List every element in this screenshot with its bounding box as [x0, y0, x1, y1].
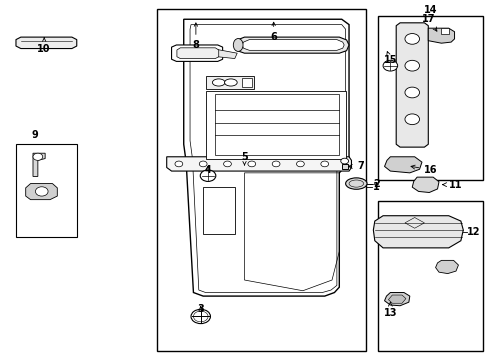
Ellipse shape — [191, 309, 210, 324]
Polygon shape — [411, 177, 438, 193]
Text: 1: 1 — [372, 182, 379, 192]
Polygon shape — [395, 23, 427, 147]
Text: 17: 17 — [421, 14, 436, 31]
Ellipse shape — [35, 187, 48, 196]
Polygon shape — [242, 40, 344, 50]
Text: 16: 16 — [410, 165, 437, 175]
Text: 7: 7 — [347, 161, 363, 171]
Polygon shape — [16, 144, 77, 237]
Ellipse shape — [404, 60, 419, 71]
Ellipse shape — [320, 161, 328, 167]
Polygon shape — [177, 48, 218, 59]
Polygon shape — [166, 157, 351, 171]
Polygon shape — [427, 28, 454, 43]
Polygon shape — [242, 78, 251, 87]
Polygon shape — [384, 157, 421, 173]
Ellipse shape — [33, 153, 42, 160]
Polygon shape — [234, 37, 348, 53]
Ellipse shape — [224, 79, 237, 86]
Polygon shape — [372, 216, 462, 248]
Polygon shape — [384, 293, 409, 306]
Text: 15: 15 — [383, 51, 396, 65]
Text: 3: 3 — [197, 304, 203, 314]
Ellipse shape — [199, 161, 206, 167]
Text: 14: 14 — [423, 5, 437, 15]
Ellipse shape — [340, 158, 348, 164]
Ellipse shape — [223, 161, 231, 167]
Ellipse shape — [345, 178, 366, 189]
Ellipse shape — [212, 79, 224, 86]
Polygon shape — [26, 184, 57, 200]
Polygon shape — [205, 91, 345, 158]
Text: 6: 6 — [270, 22, 277, 42]
Polygon shape — [377, 16, 482, 180]
Text: 12: 12 — [466, 227, 480, 237]
Text: 4: 4 — [204, 165, 211, 175]
Ellipse shape — [272, 161, 280, 167]
Polygon shape — [387, 295, 405, 303]
Ellipse shape — [200, 170, 215, 181]
Ellipse shape — [382, 60, 397, 71]
Polygon shape — [157, 9, 366, 351]
Polygon shape — [171, 45, 222, 62]
Text: 8: 8 — [192, 23, 199, 50]
Ellipse shape — [404, 87, 419, 98]
Ellipse shape — [296, 161, 304, 167]
Polygon shape — [203, 187, 234, 234]
Text: 11: 11 — [442, 180, 461, 190]
Text: 9: 9 — [31, 130, 38, 140]
Ellipse shape — [404, 114, 419, 125]
Polygon shape — [441, 28, 448, 33]
Polygon shape — [205, 76, 254, 89]
Ellipse shape — [404, 33, 419, 44]
Ellipse shape — [175, 161, 183, 167]
Text: 5: 5 — [241, 152, 247, 165]
Text: 13: 13 — [383, 302, 396, 318]
Polygon shape — [33, 153, 45, 176]
Polygon shape — [435, 260, 458, 274]
Polygon shape — [16, 37, 77, 49]
Ellipse shape — [247, 161, 255, 167]
Polygon shape — [377, 202, 482, 351]
Text: 10: 10 — [38, 38, 51, 54]
Polygon shape — [217, 50, 237, 59]
Polygon shape — [183, 19, 348, 296]
Ellipse shape — [233, 39, 243, 51]
Polygon shape — [341, 164, 347, 169]
Text: 2: 2 — [372, 179, 379, 189]
